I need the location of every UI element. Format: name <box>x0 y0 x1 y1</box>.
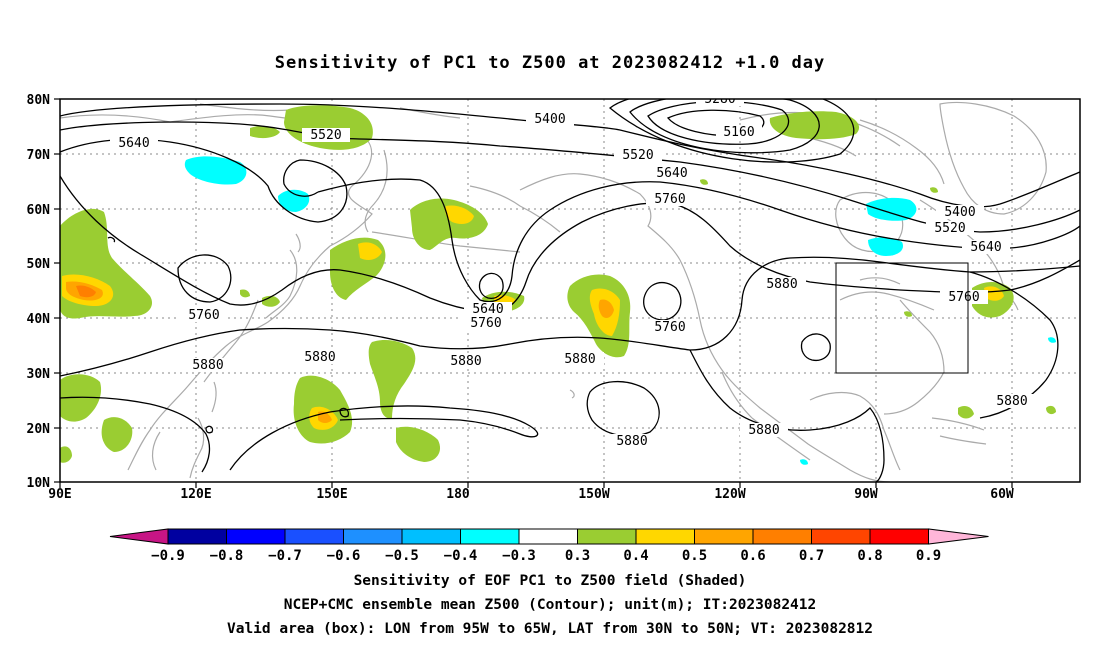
contour-label: 5760 <box>654 320 685 335</box>
contour-label: 5400 <box>534 112 565 127</box>
lat-label: 70N <box>27 148 51 163</box>
colorbar-label: 0.3 <box>565 548 590 564</box>
colorbar-label: 0.6 <box>740 548 765 564</box>
lon-label: 150W <box>578 487 609 502</box>
contour-label: 5760 <box>948 290 979 305</box>
colorbar-arrow-high <box>928 528 989 545</box>
colorbar-label: −0.3 <box>502 548 536 564</box>
colorbar-label: −0.7 <box>268 548 302 564</box>
contour-label: 5760 <box>654 192 685 207</box>
colorbar-label: 0.7 <box>799 548 824 564</box>
contour-label: 5880 <box>766 277 797 292</box>
colorbar-swatch <box>752 528 812 545</box>
contour-label: 5640 <box>118 136 149 151</box>
contour-label: 5640 <box>472 302 503 317</box>
lat-label: 80N <box>27 93 51 108</box>
lon-label: 150E <box>316 487 347 502</box>
map-title: Sensitivity of PC1 to Z500 at 2023082412… <box>275 53 826 73</box>
lon-label: 120E <box>180 487 211 502</box>
contour-label: 5400 <box>944 205 975 220</box>
valid-area-box <box>835 262 969 374</box>
colorbar-swatch <box>635 528 695 545</box>
contour-label: 5640 <box>970 240 1001 255</box>
colorbar-label: −0.5 <box>385 548 419 564</box>
lon-label: 60W <box>990 487 1014 502</box>
colorbar-label: 0.5 <box>682 548 707 564</box>
lon-label: 90E <box>48 487 71 502</box>
longitude-labels: 90E 120E 150E 180 150W 120W 90W 60W <box>48 487 1014 502</box>
contour-label: 5520 <box>310 128 341 143</box>
caption-line-3: Valid area (box): LON from 95W to 65W, L… <box>226 621 873 637</box>
colorbar-label: −0.6 <box>327 548 361 564</box>
contour-label: 5880 <box>564 352 595 367</box>
contour-label: 5760 <box>188 308 219 323</box>
lon-label: 180 <box>446 487 470 502</box>
caption-line-1: Sensitivity of EOF PC1 to Z500 field (Sh… <box>353 573 747 589</box>
colorbar-swatch <box>343 528 403 545</box>
colorbar-swatch <box>869 528 929 545</box>
colorbar-arrow-low <box>109 528 169 545</box>
contour-label: 5280 <box>704 92 735 107</box>
contour-labels: 5280 5160 5400 5520 5520 5640 5640 5640 … <box>110 92 1036 449</box>
colorbar-swatch <box>518 528 578 545</box>
colorbar-swatch <box>694 528 754 545</box>
map-frame <box>59 98 1081 483</box>
colorbar-swatch <box>577 528 637 545</box>
colorbar-label: −0.9 <box>151 548 185 564</box>
colorbar-label: −0.8 <box>210 548 244 564</box>
lat-label: 50N <box>27 257 51 272</box>
colorbar: −0.9 −0.8 −0.7 −0.6 −0.5 −0.4 −0.3 0.3 0.4 0.5 0.6… <box>109 528 989 564</box>
colorbar-label: 0.8 <box>857 548 882 564</box>
colorbar-label: 0.4 <box>623 548 648 564</box>
latitude-labels: 80N 70N 60N 50N 40N 30N 20N 10N <box>27 93 51 491</box>
contour-label: 5880 <box>616 434 647 449</box>
colorbar-swatch <box>401 528 461 545</box>
lon-label: 90W <box>854 487 878 502</box>
lat-label: 10N <box>27 476 51 491</box>
colorbar-label: −0.4 <box>444 548 478 564</box>
contour-label: 5880 <box>192 358 223 373</box>
lat-label: 60N <box>27 203 51 218</box>
colorbar-swatch <box>284 528 344 545</box>
lat-label: 30N <box>27 367 51 382</box>
lat-label: 40N <box>27 312 51 327</box>
colorbar-swatch <box>811 528 871 545</box>
colorbar-swatch <box>167 528 227 545</box>
sensitivity-shading <box>60 105 1056 465</box>
contour-label: 5520 <box>622 148 653 163</box>
colorbar-swatch <box>460 528 520 545</box>
colorbar-swatch <box>226 528 286 545</box>
lon-label: 120W <box>714 487 745 502</box>
contour-label: 5880 <box>304 350 335 365</box>
lat-label: 20N <box>27 422 51 437</box>
contour-label: 5880 <box>996 394 1027 409</box>
contour-label: 5880 <box>748 423 779 438</box>
map-area: 5280 5160 5400 5520 5520 5640 5640 5640 … <box>60 92 1080 482</box>
contour-label: 5760 <box>470 316 501 331</box>
contour-label: 5640 <box>656 166 687 181</box>
z500-contours <box>60 99 1080 482</box>
caption-line-2: NCEP+CMC ensemble mean Z500 (Contour); u… <box>283 597 817 613</box>
contour-label: 5520 <box>934 221 965 236</box>
colorbar-label: 0.9 <box>916 548 941 564</box>
contour-label: 5160 <box>723 125 754 140</box>
contour-label: 5880 <box>450 354 481 369</box>
axis-ticks <box>54 98 1013 488</box>
